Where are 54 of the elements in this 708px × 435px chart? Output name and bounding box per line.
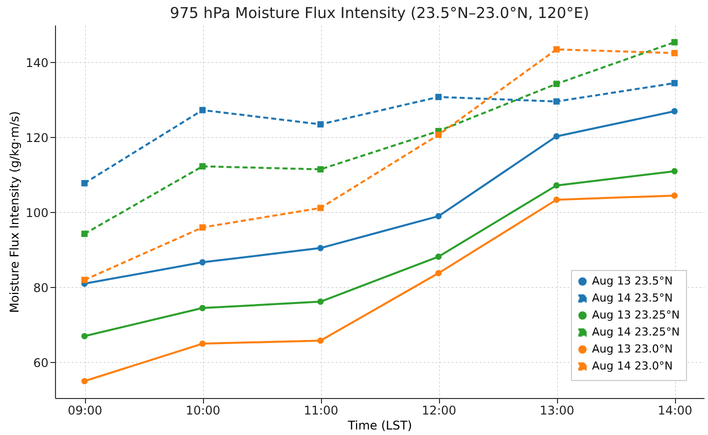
point bbox=[553, 80, 560, 88]
point bbox=[317, 204, 324, 212]
point bbox=[671, 80, 678, 86]
y-tick-label: 100 bbox=[26, 206, 48, 220]
x-tick-label: 12:00 bbox=[422, 404, 456, 418]
point bbox=[317, 298, 324, 305]
point bbox=[435, 94, 442, 100]
point bbox=[553, 133, 560, 140]
legend-label: Aug 14 23.25°N bbox=[592, 326, 680, 338]
chart-title: 975 hPa Moisture Flux Intensity (23.5°N–23.0°N, 120°E) bbox=[170, 4, 590, 22]
point bbox=[199, 163, 206, 170]
point bbox=[199, 304, 206, 312]
point bbox=[435, 213, 442, 220]
point bbox=[81, 230, 88, 237]
legend-label: Aug 13 23.25°N bbox=[592, 308, 680, 322]
point bbox=[435, 132, 442, 138]
y-tick-label: 60 bbox=[33, 356, 48, 370]
point bbox=[317, 337, 324, 344]
point bbox=[199, 259, 206, 266]
point bbox=[199, 224, 206, 231]
point bbox=[553, 196, 560, 203]
point bbox=[671, 108, 678, 114]
point bbox=[317, 244, 324, 252]
point bbox=[317, 166, 324, 172]
point bbox=[435, 254, 442, 260]
legend-label: Aug 14 23.0°N bbox=[592, 360, 673, 372]
point bbox=[671, 50, 678, 56]
point bbox=[81, 180, 88, 186]
x-tick-label: 14:00 bbox=[658, 404, 692, 418]
point bbox=[553, 46, 560, 53]
legend-label: Aug 13 23.0°N bbox=[592, 342, 673, 356]
legend-label: Aug 14 23.5°N bbox=[592, 292, 673, 304]
point bbox=[671, 39, 678, 46]
point bbox=[81, 276, 88, 284]
point bbox=[435, 270, 442, 276]
legend-label: Aug 13 23.5°N bbox=[592, 274, 673, 288]
x-tick-label: 13:00 bbox=[540, 404, 574, 418]
point bbox=[671, 168, 678, 174]
y-tick-label: 120 bbox=[26, 130, 48, 145]
point bbox=[81, 378, 88, 384]
y-tick-label: 140 bbox=[26, 56, 48, 70]
point bbox=[81, 332, 88, 340]
x-tick-label: 11:00 bbox=[304, 404, 338, 418]
y-axis-title: Moisture Flux Intensity (g/kg·m/s) bbox=[8, 111, 22, 313]
x-tick-label: 09:00 bbox=[68, 404, 102, 418]
x-axis-title: Time (LST) bbox=[346, 418, 412, 432]
point bbox=[553, 182, 560, 189]
x-tick-label: 10:00 bbox=[186, 404, 220, 418]
y-tick-label: 80 bbox=[33, 280, 48, 295]
point bbox=[199, 106, 206, 114]
point bbox=[199, 340, 206, 347]
point bbox=[317, 121, 324, 128]
point bbox=[553, 98, 560, 105]
point bbox=[671, 192, 678, 199]
